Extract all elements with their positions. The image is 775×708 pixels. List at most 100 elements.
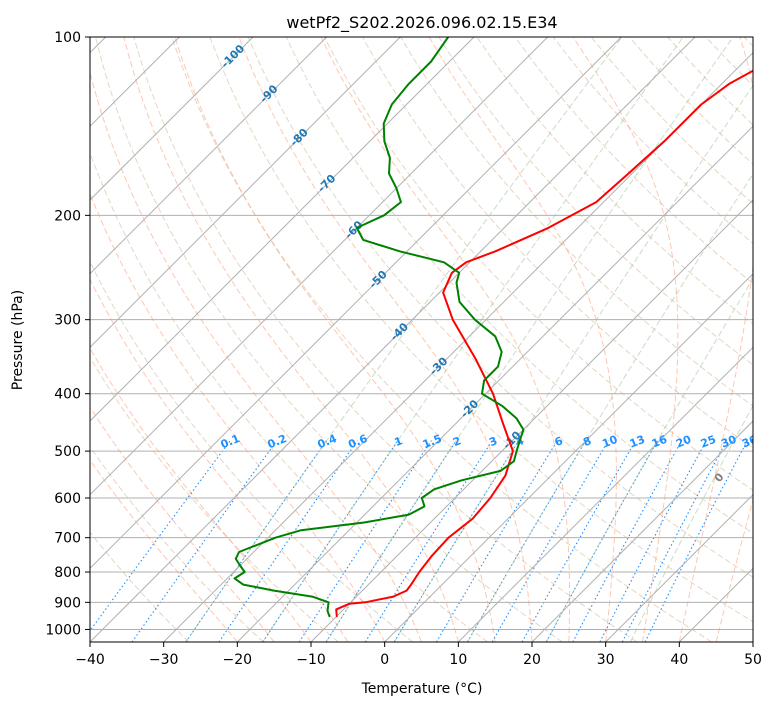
mixing-ratio-guide-line <box>629 404 753 642</box>
isotherm-gridline <box>90 37 622 570</box>
y-tick-label: 500 <box>54 444 81 460</box>
isotherm-gridline <box>90 37 549 496</box>
isotherm-gridline <box>605 493 753 642</box>
x-tick-label: −10 <box>296 652 326 668</box>
mixing-ratio-line <box>599 440 707 642</box>
y-tick-label: 100 <box>54 30 81 46</box>
mixing-ratio-label: 1.5 <box>421 432 444 451</box>
moist-adiabat-line <box>174 37 496 642</box>
mixing-ratio-label: 2 <box>451 434 463 449</box>
moist-adiabat-label: 10 <box>758 494 775 514</box>
background-lines <box>90 37 753 642</box>
y-axis-title: Pressure (hPa) <box>10 290 26 390</box>
dewpoint-profile-line <box>233 37 525 618</box>
x-tick-label: −20 <box>223 652 253 668</box>
dry-adiabat-line <box>590 37 753 205</box>
mixing-ratio-labels: 0.1 0.2 0.4 0.6 1 1.5 2 3 4 6 8 10 13 16 20 25 30 36 <box>219 432 759 451</box>
mixing-ratio-label: 6 <box>553 434 565 449</box>
mixing-ratio-line <box>521 440 637 642</box>
y-tick-label: 800 <box>54 565 81 581</box>
x-tick-label: 50 <box>744 652 762 668</box>
mixing-ratio-line <box>298 440 432 642</box>
y-tick-label: 400 <box>54 387 81 403</box>
mixing-ratio-label: 30 <box>719 433 738 451</box>
isotherm-gridline <box>310 199 753 642</box>
mixing-ratio-label: 0.2 <box>266 432 289 451</box>
x-tick-label: −40 <box>75 652 105 668</box>
moist-adiabat-line <box>123 37 459 642</box>
moist-adiabat-line <box>678 37 753 642</box>
mixing-ratio-label: 25 <box>699 433 718 451</box>
dry-adiabat-line <box>400 37 753 407</box>
x-tick-label: 0 <box>380 652 389 668</box>
x-axis-title: Temperature (°C) <box>361 681 483 697</box>
isotherm-gridline <box>457 346 753 642</box>
mixing-ratio-guide-line <box>467 173 753 642</box>
mixing-ratio-label: 0.1 <box>219 432 242 451</box>
y-tick-label: 1000 <box>45 622 81 638</box>
dry-adiabat-line <box>247 37 753 578</box>
isotherm-gridline <box>236 125 753 642</box>
dry-adiabat-line <box>90 531 190 642</box>
mixing-ratio-line <box>644 440 748 642</box>
isotherm-gridline <box>531 420 753 642</box>
moist-adiabat-line <box>320 37 571 642</box>
mixing-ratio-label: 16 <box>650 433 669 451</box>
x-tick-label: 10 <box>449 652 467 668</box>
dry-adiabat-line <box>514 37 753 285</box>
moist-adiabat-line <box>90 347 312 642</box>
dry-adiabat-line <box>95 37 563 642</box>
dry-adiabat-line <box>90 151 488 642</box>
moist-adiabat-line <box>572 37 679 642</box>
mixing-ratio-label: 3 <box>487 434 499 449</box>
temperature-profile-line <box>335 69 753 618</box>
mixing-ratio-guide-line <box>545 277 753 642</box>
dry-adiabat-line <box>743 37 753 47</box>
moist-adiabat-line <box>428 37 617 642</box>
y-tick-label: 900 <box>54 595 81 611</box>
x-tick-label: 30 <box>597 652 615 668</box>
mixing-ratio-label: 0.6 <box>346 432 369 451</box>
isotherm-gridline <box>90 37 696 642</box>
mixing-ratio-label: 1 <box>393 434 405 449</box>
mixing-ratio-guide-line <box>262 37 684 642</box>
mixing-ratio-guide-line <box>185 37 623 642</box>
mixing-ratio-line <box>364 440 493 642</box>
x-tick-label: −30 <box>149 652 179 668</box>
isotherm-gridline <box>90 37 475 422</box>
dry-adiabat-line <box>171 37 712 642</box>
plot-frame <box>89 36 754 643</box>
moist-adiabat-line <box>238 37 533 642</box>
mixing-ratio-label: 13 <box>628 433 647 451</box>
dry-adiabat-line <box>209 37 753 623</box>
y-tick-label: 700 <box>54 531 81 547</box>
y-axis-ticks: 100 200 300 400 500 600 700 800 900 1000 <box>45 30 90 638</box>
y-tick-label: 200 <box>54 208 81 224</box>
isotherm-gridline <box>384 272 753 642</box>
dry-adiabat-line <box>667 37 753 126</box>
sounding-profiles <box>233 37 753 618</box>
x-tick-label: 20 <box>523 652 541 668</box>
chart-title: wetPf2_S202.2026.096.02.15.E34 <box>286 13 557 33</box>
y-tick-label: 300 <box>54 313 81 329</box>
x-tick-label: 40 <box>670 652 688 668</box>
mixing-ratio-line <box>572 440 683 642</box>
isotherm-gridline <box>752 641 753 642</box>
mixing-ratio-line <box>131 440 278 642</box>
isotherm-gridline <box>90 37 254 201</box>
mixing-ratio-line <box>185 440 328 642</box>
moist-adiabat-line <box>90 459 238 642</box>
mixing-ratio-label: 36 <box>740 433 759 451</box>
mixing-ratio-line <box>90 440 231 632</box>
mixing-ratio-line <box>435 440 558 642</box>
moist-adiabat-line <box>90 192 386 642</box>
gridlines <box>90 37 753 642</box>
y-tick-label: 600 <box>54 491 81 507</box>
dry-adiabat-line <box>362 37 753 449</box>
dry-adiabat-line <box>133 37 638 642</box>
isotherm-gridline <box>90 37 401 349</box>
mixing-ratio-label: 8 <box>581 434 593 449</box>
dry-adiabat-line <box>90 445 264 642</box>
mixing-ratio-label: 20 <box>674 433 693 451</box>
